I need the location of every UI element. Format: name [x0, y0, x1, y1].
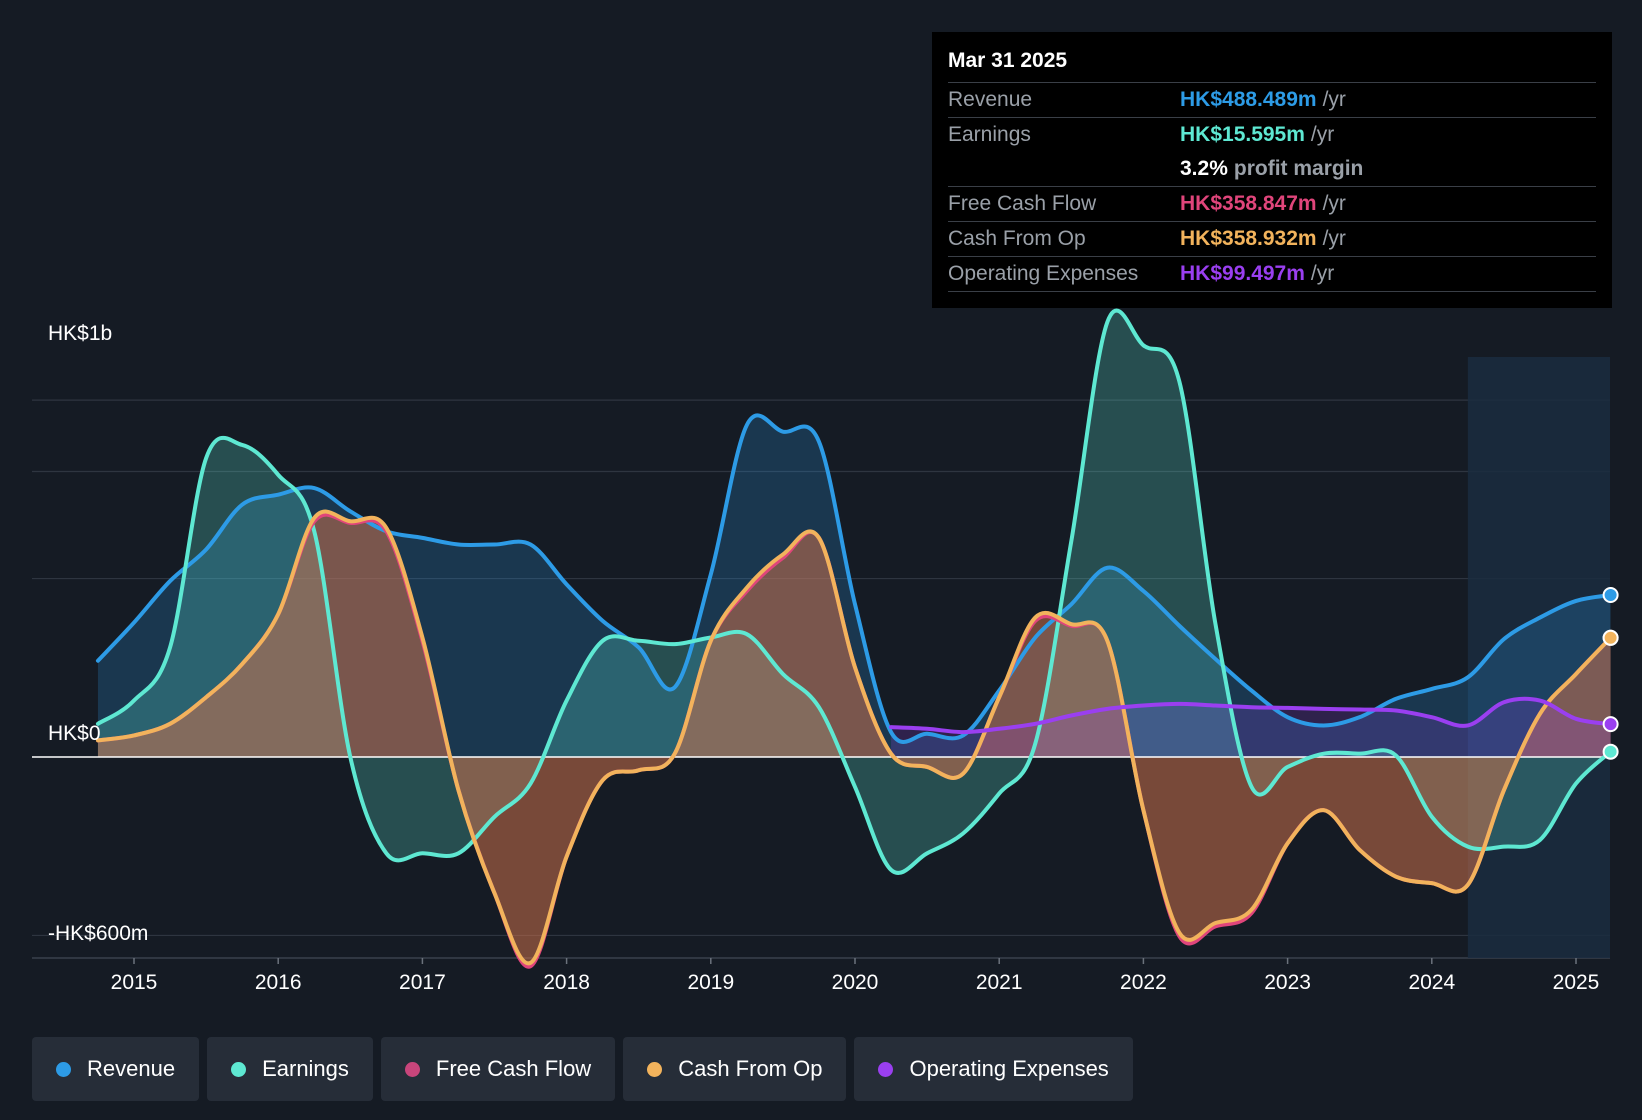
legend-item-cash-from-op[interactable]: Cash From Op	[623, 1037, 847, 1101]
legend-dot-icon	[56, 1061, 71, 1077]
tooltip-row-revenue: Revenue HK$488.489m /yr	[948, 83, 1596, 118]
tooltip-label: Cash From Op	[948, 227, 1086, 250]
tooltip-unit: /yr	[1322, 227, 1346, 250]
x-tick-label: 2023	[1264, 971, 1311, 994]
legend-label: Cash From Op	[678, 1056, 823, 1081]
tooltip-panel: Mar 31 2025 Revenue HK$488.489m /yr Earn…	[932, 32, 1612, 308]
tooltip-unit: /yr	[1310, 123, 1335, 146]
tooltip-date: Mar 31 2025	[948, 46, 1596, 83]
x-tick-label: 2018	[543, 971, 590, 994]
operating-expenses-area	[891, 698, 1611, 757]
tooltip-value: HK$15.595m	[1180, 123, 1305, 146]
tooltip-label: Free Cash Flow	[948, 192, 1097, 215]
tooltip-row-earnings: Earnings HK$15.595m /yr	[948, 118, 1596, 152]
tooltip-row-operating-expenses: Operating Expenses HK$99.497m /yr	[948, 257, 1596, 292]
series-lines	[95, 308, 1613, 969]
cash-from-op-area	[97, 511, 1611, 964]
legend-item-free-cash-flow[interactable]: Free Cash Flow	[380, 1037, 616, 1101]
x-tick-label: 2016	[255, 971, 302, 994]
chart-legend: Revenue Earnings Free Cash Flow Cash Fro…	[32, 1037, 1133, 1101]
legend-dot-icon	[878, 1061, 894, 1077]
legend-label: Revenue	[87, 1056, 176, 1081]
tooltip-label: Revenue	[948, 88, 1033, 111]
legend-label: Free Cash Flow	[435, 1056, 592, 1081]
tooltip-label: Earnings	[948, 123, 1031, 146]
forecast-shade	[1467, 357, 1610, 958]
x-tick-label: 2015	[111, 971, 158, 994]
y-label-top: HK$1b	[48, 322, 112, 345]
x-tick-label: 2025	[1553, 971, 1600, 994]
x-tick-label: 2019	[687, 971, 734, 994]
operating-expenses-endpoint	[1602, 716, 1619, 733]
legend-item-revenue[interactable]: Revenue	[32, 1037, 200, 1101]
tooltip-value: HK$99.497m	[1180, 262, 1305, 285]
tooltip-value: HK$358.932m	[1180, 227, 1317, 250]
tooltip-unit: profit margin	[1233, 157, 1364, 180]
legend-dot-icon	[231, 1061, 247, 1077]
x-tick-label: 2021	[976, 971, 1023, 994]
tooltip-value: HK$488.489m	[1180, 88, 1317, 111]
series-endpoints	[1602, 586, 1619, 760]
legend-label: Earnings	[262, 1056, 349, 1081]
tooltip-label: Operating Expenses	[948, 262, 1139, 285]
legend-dot-icon	[647, 1061, 663, 1077]
operating-expenses-line	[889, 696, 1613, 735]
tooltip-row-free-cash-flow: Free Cash Flow HK$358.847m /yr	[948, 187, 1596, 222]
x-tick-label: 2024	[1408, 971, 1455, 994]
x-tick-label: 2022	[1120, 971, 1167, 994]
earnings-area	[97, 310, 1611, 873]
series-areas	[97, 310, 1611, 967]
tooltip-row-profit-margin: 3.2% profit margin	[948, 152, 1596, 187]
cash-from-op-line	[95, 509, 1613, 966]
y-label-zero: HK$0	[48, 722, 101, 745]
revenue-area	[97, 415, 1611, 757]
grid-lines	[32, 399, 1610, 959]
free-cash-flow-negative-area	[97, 514, 1611, 967]
earnings-line	[95, 308, 1613, 875]
tooltip-value: HK$358.847m	[1180, 192, 1317, 215]
legend-item-earnings[interactable]: Earnings	[207, 1037, 373, 1101]
earnings-endpoint	[1602, 743, 1619, 760]
x-tick-label: 2020	[832, 971, 879, 994]
revenue-endpoint	[1602, 586, 1619, 603]
x-axis-ticks: 2015 2016 2017 2018 2019 2020 2021 2022 2023 2024…	[111, 958, 1600, 994]
tooltip-unit: /yr	[1322, 88, 1346, 111]
y-label-bottom: -HK$600m	[48, 922, 148, 945]
legend-label: Operating Expenses	[909, 1056, 1109, 1081]
legend-dot-icon	[404, 1061, 420, 1077]
tooltip-value: 3.2%	[1180, 157, 1228, 180]
legend-item-operating-expenses[interactable]: Operating Expenses	[854, 1037, 1133, 1101]
tooltip-unit: /yr	[1310, 262, 1335, 285]
tooltip-label	[948, 152, 1180, 186]
tooltip-unit: /yr	[1322, 192, 1346, 215]
cash-from-op-endpoint	[1602, 629, 1619, 646]
x-tick-label: 2017	[399, 971, 446, 994]
tooltip-row-cash-from-op: Cash From Op HK$358.932m /yr	[948, 222, 1596, 257]
